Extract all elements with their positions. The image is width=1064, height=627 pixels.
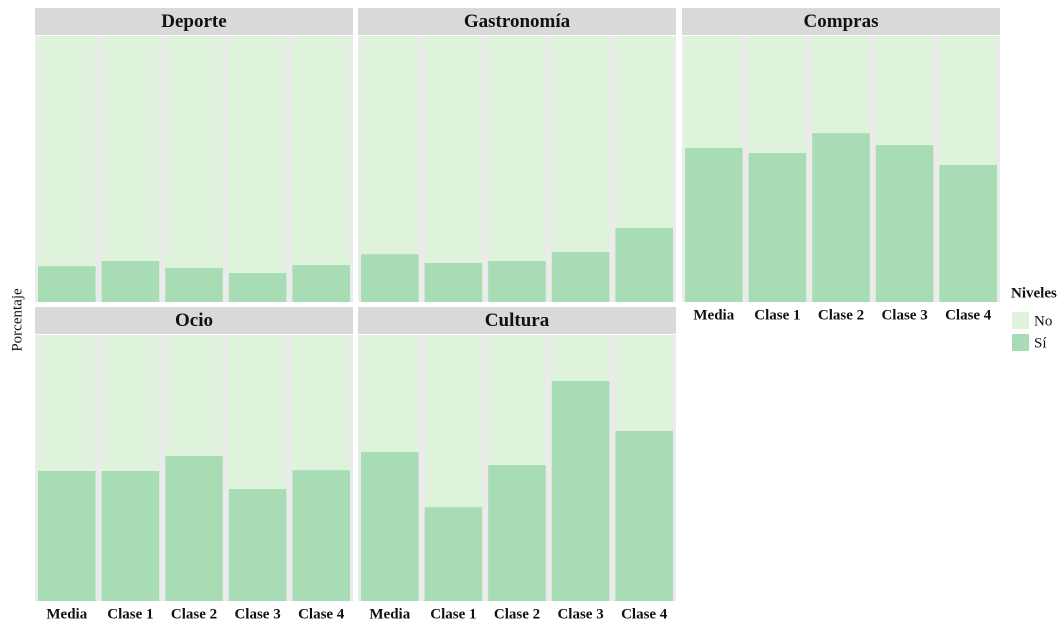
bar-segment: [615, 335, 673, 432]
bar-segment: [38, 470, 96, 601]
bar-segment: [488, 261, 546, 302]
x-tick-label: Clase 3: [881, 307, 927, 323]
x-tick-label: Clase 4: [621, 606, 668, 622]
bar-segment: [551, 381, 610, 601]
facet-title: Compras: [804, 11, 879, 32]
facet-title: Ocio: [175, 310, 213, 331]
bar-segment: [488, 335, 546, 466]
bar-segment: [685, 147, 743, 302]
strip-background: [358, 307, 676, 334]
x-tick-label: Clase 1: [754, 307, 800, 323]
bar-segment: [939, 36, 997, 166]
x-tick-label: Clase 2: [171, 606, 217, 622]
x-tick-label: Media: [46, 606, 87, 622]
bar-segment: [228, 489, 287, 601]
x-tick-label: Clase 4: [298, 606, 345, 622]
bar-segment: [292, 470, 350, 601]
bar-segment: [228, 335, 287, 490]
bar-segment: [38, 266, 96, 302]
bar-segment: [361, 36, 419, 255]
strip-background: [358, 8, 676, 35]
bar-segment: [228, 273, 287, 302]
bar-segment: [812, 36, 870, 134]
bar-segment: [488, 36, 546, 262]
bar-segment: [228, 36, 287, 274]
bar-segment: [38, 335, 96, 471]
bar-segment: [551, 335, 610, 382]
strip-background: [35, 307, 353, 334]
x-tick-label: Media: [693, 307, 734, 323]
y-axis-label: Porcentaje: [9, 288, 25, 352]
bar-segment: [101, 470, 160, 601]
legend-swatch: [1012, 334, 1029, 351]
bar-segment: [615, 228, 673, 302]
bar-segment: [361, 452, 419, 601]
x-tick-label: Clase 2: [494, 606, 540, 622]
legend-title: Niveles: [1011, 285, 1057, 301]
bar-segment: [615, 431, 673, 601]
legend-swatch: [1012, 312, 1029, 329]
bar-segment: [424, 262, 483, 302]
bar-segment: [292, 335, 350, 471]
bar-segment: [165, 456, 223, 601]
bar-segment: [38, 36, 96, 267]
x-tick-label: Clase 1: [430, 606, 476, 622]
facet-title: Cultura: [485, 310, 550, 331]
bar-segment: [361, 335, 419, 453]
legend-label: Sí: [1034, 335, 1047, 351]
bar-segment: [685, 36, 743, 148]
bar-segment: [875, 36, 934, 146]
strip-background: [682, 8, 1000, 35]
bar-segment: [939, 165, 997, 302]
bar-segment: [424, 507, 483, 601]
bar-segment: [488, 465, 546, 601]
strip-background: [35, 8, 353, 35]
facet-title: Gastronomía: [464, 11, 571, 32]
bar-segment: [875, 145, 934, 302]
facet-title: Deporte: [161, 11, 226, 32]
bar-segment: [165, 267, 223, 302]
x-tick-label: Clase 3: [234, 606, 280, 622]
bar-segment: [292, 265, 350, 302]
bar-segment: [551, 36, 610, 252]
x-tick-label: Media: [369, 606, 410, 622]
bar-segment: [748, 153, 807, 302]
bar-segment: [292, 36, 350, 266]
bar-segment: [101, 36, 160, 262]
bar-segment: [551, 251, 610, 302]
bar-segment: [101, 335, 160, 471]
bar-segment: [165, 36, 223, 268]
x-tick-label: Clase 3: [557, 606, 603, 622]
legend-label: No: [1034, 313, 1052, 329]
bar-segment: [101, 261, 160, 302]
bar-segment: [812, 133, 870, 302]
bar-segment: [165, 335, 223, 457]
bar-segment: [361, 254, 419, 302]
bar-segment: [615, 36, 673, 229]
x-tick-label: Clase 4: [945, 307, 992, 323]
bar-segment: [748, 36, 807, 154]
x-tick-label: Clase 2: [818, 307, 864, 323]
x-tick-label: Clase 1: [107, 606, 153, 622]
bar-segment: [424, 335, 483, 508]
bar-segment: [424, 36, 483, 263]
